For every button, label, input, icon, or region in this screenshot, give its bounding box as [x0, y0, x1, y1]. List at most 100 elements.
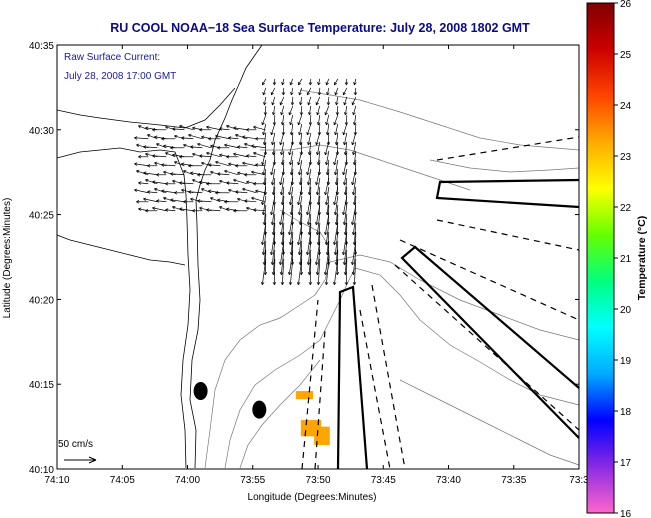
current-vector	[316, 114, 321, 126]
current-vector-head	[333, 121, 337, 126]
current-vector-shaft	[336, 105, 339, 115]
current-vector-head	[324, 151, 328, 156]
current-vector	[188, 190, 203, 194]
current-vector	[324, 141, 330, 156]
current-vector-head	[308, 82, 313, 86]
current-vector-head	[201, 135, 205, 139]
current-vector	[143, 145, 158, 149]
current-vector	[224, 169, 239, 176]
current-vector-shaft	[271, 168, 276, 185]
current-vector-shaft	[261, 186, 267, 205]
sst-patch	[295, 391, 314, 400]
current-vector-head	[260, 241, 265, 246]
x-tick-label: 74:00	[175, 475, 200, 486]
colorbar-tick-label: 19	[620, 356, 632, 367]
current-vector-shaft	[270, 123, 276, 136]
current-vector-shaft	[290, 123, 294, 135]
current-vector	[251, 144, 266, 149]
current-vector	[219, 127, 230, 131]
current-vector-shaft	[170, 199, 185, 203]
current-vector-head	[170, 198, 174, 202]
current-vector-shaft	[351, 132, 357, 146]
current-vector-head	[332, 241, 337, 246]
current-vector	[343, 132, 348, 146]
current-vector-head	[154, 187, 158, 192]
current-vector-shaft	[272, 249, 276, 275]
current-vector	[350, 240, 357, 266]
current-vector-shaft	[297, 222, 303, 245]
current-vector-head	[165, 208, 169, 212]
current-vector-head	[233, 152, 237, 157]
current-vector-head	[208, 163, 212, 167]
current-vector-shaft	[353, 186, 357, 205]
colorbar-tick-label: 23	[620, 152, 632, 163]
current-vector-shaft	[333, 186, 339, 205]
current-vector	[344, 258, 349, 285]
current-vector-shaft	[327, 96, 330, 105]
current-vector-shaft	[156, 200, 167, 203]
current-vector-shaft	[353, 258, 357, 285]
current-vector-head	[199, 154, 203, 158]
current-vector-head	[217, 146, 221, 150]
current-vector-head	[296, 281, 301, 285]
current-vector	[290, 87, 294, 96]
current-vector	[183, 200, 194, 204]
current-vector-head	[308, 281, 313, 285]
current-vector-head	[181, 188, 185, 193]
current-vector	[317, 87, 322, 96]
current-vector-shaft	[326, 231, 330, 255]
current-vector	[335, 96, 339, 106]
current-vector	[333, 78, 339, 86]
current-vector-head	[342, 91, 346, 96]
current-vector-shaft	[317, 150, 321, 165]
current-vector	[289, 114, 294, 126]
current-vector	[325, 114, 330, 126]
bathymetry-contour	[260, 144, 471, 191]
current-vector-shaft	[306, 159, 312, 175]
current-vector-head	[170, 146, 174, 150]
current-vector-head	[190, 171, 194, 175]
current-vector-head	[351, 191, 356, 196]
current-vector-shaft	[326, 159, 330, 175]
current-vector	[179, 124, 194, 131]
current-vector-head	[299, 101, 303, 106]
current-vector	[325, 78, 330, 86]
current-vector-head	[297, 121, 301, 126]
current-vector	[145, 178, 158, 185]
current-vector	[351, 96, 357, 106]
current-vector-head	[271, 141, 275, 146]
bathymetry-contour	[329, 254, 580, 341]
current-vector-head	[332, 281, 337, 285]
current-vector-head	[217, 198, 221, 202]
current-vector-shaft	[181, 137, 194, 140]
current-vector-head	[134, 188, 138, 193]
current-vector-head	[279, 231, 284, 236]
current-vector	[244, 173, 257, 177]
current-vector-head	[208, 189, 212, 193]
current-vector-shaft	[290, 159, 294, 175]
current-vector-shaft	[324, 105, 330, 116]
current-vector-head	[147, 134, 151, 138]
current-vector-shaft	[288, 141, 294, 155]
current-vector	[351, 204, 357, 226]
current-vector-head	[165, 182, 169, 186]
current-vector-shaft	[307, 204, 312, 225]
current-vector-shaft	[224, 144, 239, 149]
current-vector-head	[280, 121, 285, 126]
current-vector	[306, 159, 312, 176]
current-vector	[235, 133, 248, 140]
current-vector-shaft	[279, 132, 285, 146]
bathymetry-contour	[429, 159, 580, 173]
current-vector-head	[206, 182, 210, 186]
current-vector-shaft	[219, 128, 230, 131]
current-vector	[242, 187, 257, 194]
current-vector	[351, 213, 357, 236]
current-vector	[342, 195, 348, 216]
current-vector-head	[288, 201, 293, 206]
current-vector	[353, 78, 357, 86]
current-vector	[342, 87, 348, 96]
current-vector-head	[333, 161, 337, 166]
current-vector-head	[199, 128, 203, 132]
buoy-markers	[193, 382, 267, 419]
current-vector-head	[352, 151, 356, 156]
